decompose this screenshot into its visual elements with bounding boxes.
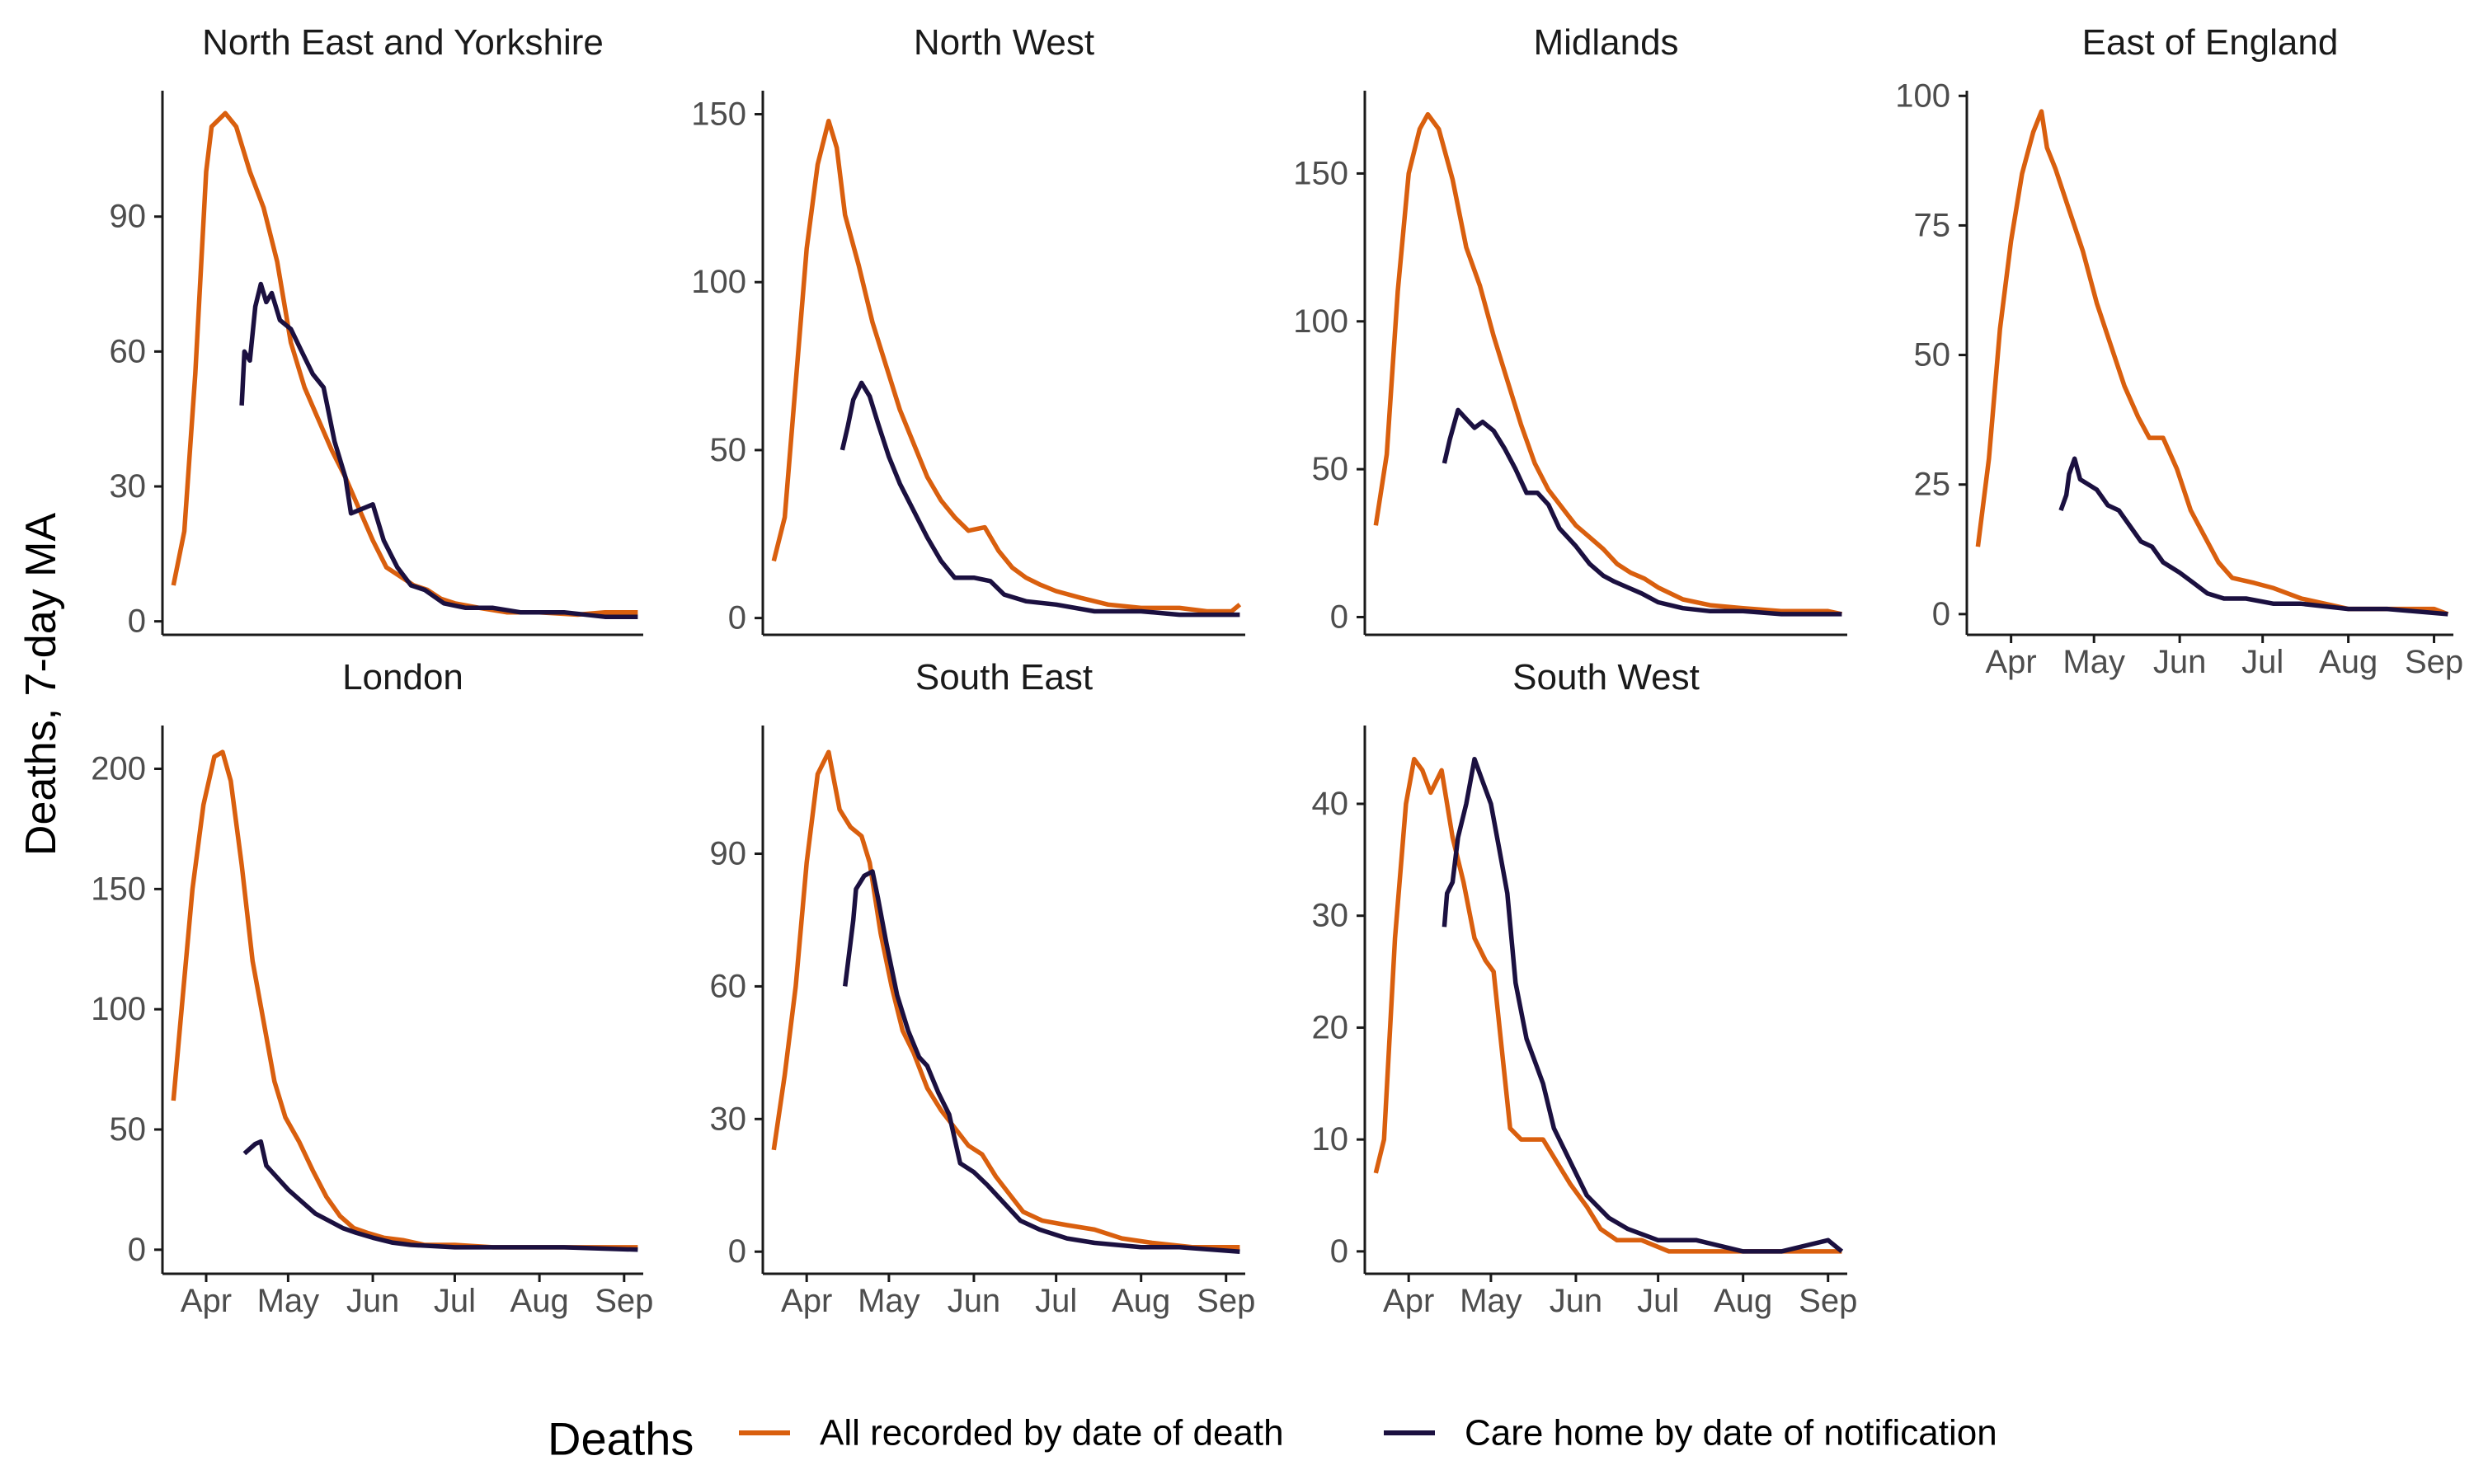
y-tick-label: 30	[110, 468, 147, 505]
x-tick-label: Sep	[1799, 1283, 1857, 1319]
x-tick-label: Apr	[1986, 644, 2037, 680]
panel-title: London	[342, 657, 463, 697]
series-line-care	[842, 869, 1240, 1254]
x-tick-label: Apr	[781, 1283, 832, 1319]
panel-title: South East	[915, 657, 1093, 697]
legend-label-all: All recorded by date of death	[820, 1413, 1284, 1453]
x-tick-label: May	[858, 1283, 920, 1319]
y-tick-label: 75	[1914, 207, 1951, 243]
x-tick-label: Jun	[1550, 1283, 1603, 1319]
x-tick-label: Jun	[2153, 644, 2207, 680]
y-tick-label: 90	[710, 836, 747, 872]
panel-north-west: North West 0 50 100 150	[691, 22, 1245, 636]
y-tick-label: 30	[710, 1101, 747, 1137]
y-tick-label: 60	[710, 968, 747, 1004]
y-tick-label: 50	[710, 432, 747, 468]
series-line-all	[771, 118, 1242, 614]
y-tick-label: 150	[691, 96, 746, 133]
series-line-care	[239, 281, 638, 619]
y-tick-label: 0	[1330, 1233, 1348, 1270]
x-tick-label: Apr	[1383, 1283, 1434, 1319]
y-tick-label: 20	[1312, 1009, 1349, 1045]
x-tick-label: Sep	[595, 1283, 653, 1319]
panel-title: North West	[914, 22, 1094, 63]
x-tick-label: May	[2062, 644, 2125, 680]
y-tick-label: 0	[128, 603, 146, 640]
x-tick-label: Jul	[2241, 644, 2284, 680]
series-line-all	[771, 749, 1240, 1250]
x-tick-label: Aug	[1714, 1283, 1772, 1319]
panel-east-of-england: East of England 0 25 50 75 100 Apr May Jun Jul Aug…	[1895, 22, 2463, 680]
panel-title: East of England	[2082, 22, 2339, 63]
x-tick-label: May	[257, 1283, 320, 1319]
panel-title: North East and Yorkshire	[202, 22, 604, 63]
x-tick-label: May	[1460, 1283, 1522, 1319]
x-tick-label: Jul	[1035, 1283, 1077, 1319]
y-axis-label: Deaths, 7-day MA	[17, 513, 65, 856]
series-line-care	[1442, 407, 1842, 617]
x-tick-label: Jul	[434, 1283, 476, 1319]
y-tick-label: 40	[1312, 786, 1349, 822]
panel-title: Midlands	[1533, 22, 1678, 63]
y-tick-label: 10	[1312, 1121, 1349, 1158]
legend-title: Deaths	[548, 1413, 694, 1465]
series-line-all	[1373, 756, 1842, 1254]
panel-midlands: Midlands 0 50 100 150	[1293, 22, 1847, 636]
y-tick-label: 100	[1293, 303, 1348, 340]
x-tick-label: Jul	[1637, 1283, 1679, 1319]
x-tick-label: Aug	[510, 1283, 569, 1319]
x-tick-label: Aug	[2319, 644, 2378, 680]
y-tick-label: 90	[110, 199, 147, 235]
y-tick-label: 30	[1312, 898, 1349, 934]
y-tick-label: 0	[728, 600, 746, 636]
y-tick-label: 100	[1895, 77, 1950, 114]
y-tick-label: 100	[91, 991, 146, 1027]
panel-south-west: South West 0 10 20 30 40 Apr May Jun Jul Aug Sep	[1312, 657, 1858, 1319]
x-tick-label: Jun	[346, 1283, 400, 1319]
y-tick-label: 0	[1330, 599, 1348, 635]
y-tick-label: 0	[1932, 596, 1950, 632]
x-tick-label: Jun	[948, 1283, 1001, 1319]
panel-north-east-and-yorkshire: North East and Yorkshire 0 30 60 90	[110, 22, 643, 640]
x-tick-label: Apr	[181, 1283, 232, 1319]
panel-title: South West	[1512, 657, 1700, 697]
y-tick-label: 150	[1293, 155, 1348, 191]
series-line-all	[1975, 109, 2449, 617]
y-tick-label: 100	[691, 264, 746, 300]
panel-south-east: South East 0 30 60 90 Apr May Jun Jul Aug Sep	[710, 657, 1256, 1319]
panels-layer: North East and Yorkshire 0 30 60 90 North Wes…	[91, 22, 2463, 1319]
x-tick-label: Sep	[1197, 1283, 1255, 1319]
y-tick-label: 50	[1312, 451, 1349, 487]
y-tick-label: 0	[728, 1233, 746, 1270]
legend-label-care: Care home by date of notification	[1465, 1413, 1997, 1453]
series-line-all	[1373, 111, 1842, 617]
legend: Deaths All recorded by date of death Car…	[548, 1413, 1997, 1465]
y-tick-label: 50	[110, 1111, 147, 1148]
y-tick-label: 50	[1914, 337, 1951, 373]
y-tick-label: 25	[1914, 467, 1951, 503]
x-tick-label: Aug	[1112, 1283, 1170, 1319]
series-line-care	[2058, 456, 2448, 617]
panel-london: London 0 50 100 150 200 Apr May Jun Jul Aug Sep	[91, 657, 653, 1319]
y-tick-label: 200	[91, 751, 146, 787]
series-line-care	[840, 380, 1240, 618]
y-tick-label: 60	[110, 333, 147, 369]
x-tick-label: Sep	[2405, 644, 2463, 680]
series-line-all	[171, 749, 638, 1250]
y-tick-label: 150	[91, 871, 146, 907]
y-tick-label: 0	[128, 1232, 146, 1268]
series-line-care	[242, 1139, 638, 1252]
series-line-care	[1442, 756, 1844, 1254]
